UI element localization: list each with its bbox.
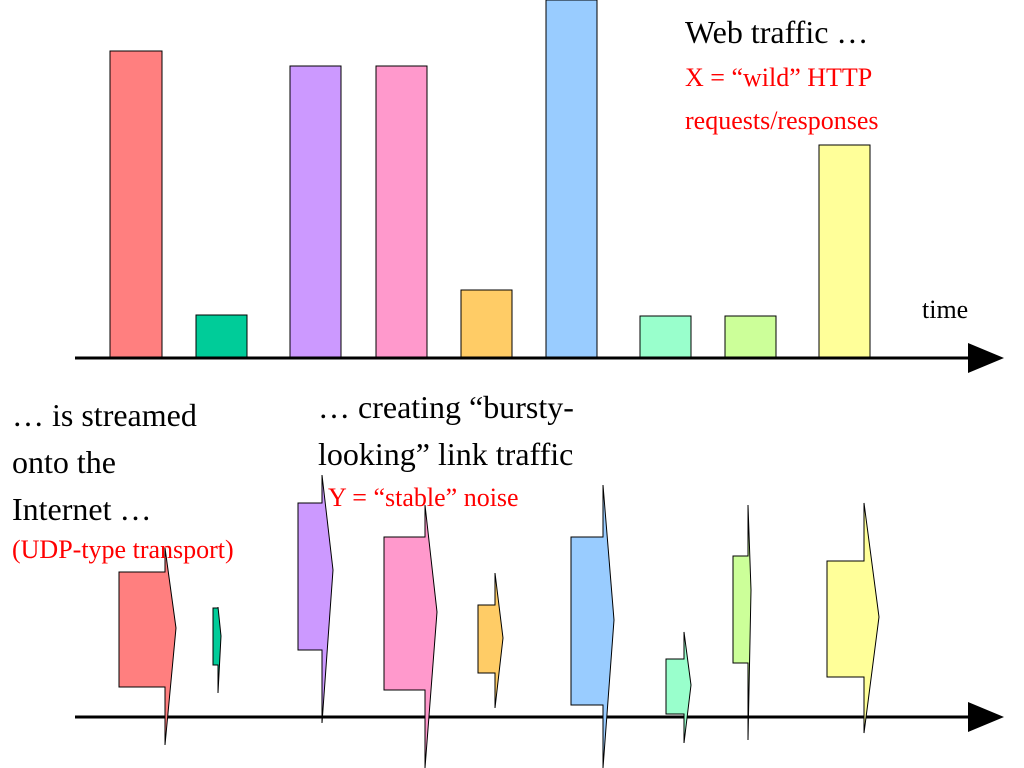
note: X = “wild” HTTP: [685, 63, 872, 92]
pulse: [118, 547, 177, 746]
pulse: [570, 484, 615, 768]
top-bars: [109, 0, 871, 359]
caption: looking” link traffic: [318, 436, 573, 472]
burst: [109, 50, 163, 359]
pulse: [732, 504, 752, 741]
burst: [818, 144, 871, 359]
caption: … is streamed: [12, 397, 197, 433]
burst: [460, 289, 513, 359]
caption: onto the: [12, 444, 116, 480]
pulse: [383, 504, 438, 768]
pulse: [826, 502, 880, 734]
burst: [289, 65, 342, 359]
pulse: [297, 474, 334, 724]
caption: Internet …: [12, 491, 152, 527]
caption: … creating “bursty-: [318, 389, 574, 425]
pulse: [212, 606, 222, 694]
axis-label: time: [922, 295, 968, 324]
burst: [375, 65, 428, 359]
burst: [545, 0, 598, 359]
title: Web traffic …: [685, 14, 868, 50]
pulse: [477, 572, 504, 709]
burst: [195, 314, 248, 359]
note: requests/responses: [685, 106, 879, 135]
burst: [724, 315, 777, 359]
pulses: [118, 474, 880, 768]
burst: [639, 315, 692, 359]
note: Y = “stable” noise: [328, 483, 519, 512]
note: (UDP-type transport): [12, 535, 234, 564]
pulse: [665, 631, 692, 744]
